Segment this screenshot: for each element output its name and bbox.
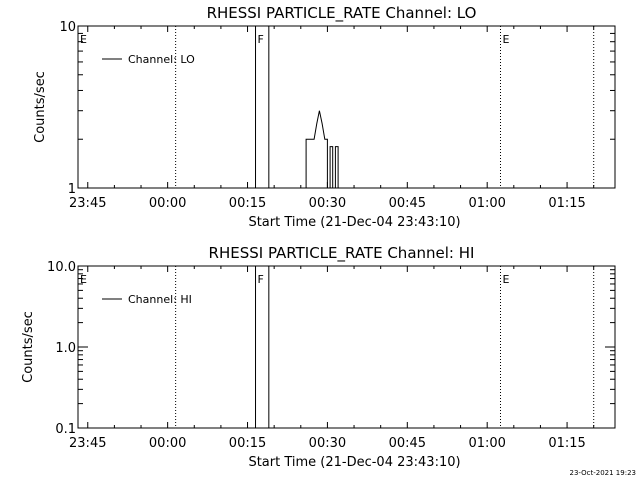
chart-title: RHESSI PARTICLE_RATE Channel: HI <box>209 244 475 263</box>
x-tick-label: 23:45 <box>69 196 106 211</box>
footer-timestamp: 23-Oct-2021 19:23 <box>570 469 636 477</box>
legend-label: Channel: LO <box>128 53 195 66</box>
x-tick-label: 00:30 <box>309 196 346 211</box>
plot-frame <box>77 265 616 429</box>
y-axis-label: Counts/sec <box>33 71 48 143</box>
x-tick-label: 01:15 <box>548 436 585 451</box>
x-axis-label: Start Time (21-Dec-04 23:43:10) <box>248 215 460 230</box>
x-tick-label: 00:00 <box>149 196 186 211</box>
x-tick-label: 01:00 <box>468 196 505 211</box>
x-tick-label: 00:15 <box>229 436 266 451</box>
x-tick-label: 23:45 <box>69 436 106 451</box>
plot-frame <box>77 25 616 189</box>
x-tick-label: 01:00 <box>468 436 505 451</box>
event-marker-label: E <box>80 273 87 286</box>
chart-panel-hi: RHESSI PARTICLE_RATE Channel: HI Start T… <box>21 244 616 470</box>
y-tick-label: 1.0 <box>55 341 76 356</box>
chart-title: RHESSI PARTICLE_RATE Channel: LO <box>207 4 477 23</box>
event-marker-label: E <box>502 33 509 46</box>
x-tick-label: 00:30 <box>309 436 346 451</box>
x-tick-label: 00:00 <box>149 436 186 451</box>
x-tick-label: 00:15 <box>229 196 266 211</box>
y-tick-label: 10 <box>59 20 76 35</box>
event-marker-label: E <box>80 33 87 46</box>
chart-panel-lo: RHESSI PARTICLE_RATE Channel: LO Start T… <box>33 4 616 230</box>
event-marker-label: F <box>258 273 264 286</box>
y-tick-label: 10.0 <box>47 260 76 275</box>
x-tick-label: 00:45 <box>389 436 426 451</box>
y-tick-label: 1 <box>68 182 76 197</box>
x-tick-label: 01:15 <box>548 196 585 211</box>
x-tick-label: 00:45 <box>389 196 426 211</box>
event-marker-label: F <box>258 33 264 46</box>
x-axis-label: Start Time (21-Dec-04 23:43:10) <box>248 455 460 470</box>
event-marker-label: E <box>502 273 509 286</box>
legend-label: Channel: HI <box>128 293 192 306</box>
series-line <box>305 110 339 189</box>
y-tick-label: 0.1 <box>55 422 76 437</box>
y-axis-label: Counts/sec <box>21 311 36 383</box>
